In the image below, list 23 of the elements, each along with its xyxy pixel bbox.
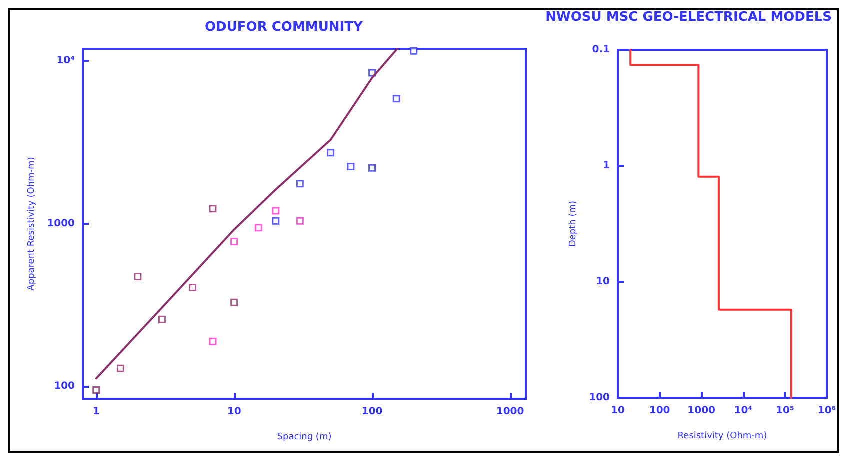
y-tick-label: 1000 (47, 218, 76, 230)
y-tick-label: 100 (589, 392, 610, 404)
y-tick-label: 10 (596, 276, 610, 288)
x-tick-label: 100 (362, 406, 383, 418)
x-tick-label: 10 (227, 406, 242, 418)
chart-title: ODUFOR COMMUNITY (205, 20, 364, 35)
y-tick-label: 0.1 (592, 44, 610, 56)
x-tick-label: 100 (649, 406, 670, 416)
x-axis-title: Resistivity (Ohm-m) (678, 432, 768, 442)
x-axis-title: Spacing (m) (277, 432, 332, 442)
x-tick-label: 1 (92, 406, 100, 418)
x-tick-label: 1000 (688, 406, 716, 416)
y-axis-title: Apparent Resistivity (Ohm-m) (26, 157, 37, 291)
x-tick-label: 10⁴ (734, 406, 753, 416)
y-tick-label: 100 (54, 381, 76, 392)
y-axis-title: Depth (m) (568, 200, 579, 248)
x-tick-label: 1000 (496, 406, 524, 418)
x-tick-label: 10⁵ (776, 406, 794, 416)
y-tick-label: 10⁴ (56, 56, 75, 67)
chart-title: NWOSU MSC GEO-ELECTRICAL MODELS (546, 10, 832, 25)
y-tick-label: 1 (603, 160, 610, 172)
x-tick-label: 10 (611, 406, 625, 416)
x-tick-label: 10⁶ (818, 406, 836, 416)
